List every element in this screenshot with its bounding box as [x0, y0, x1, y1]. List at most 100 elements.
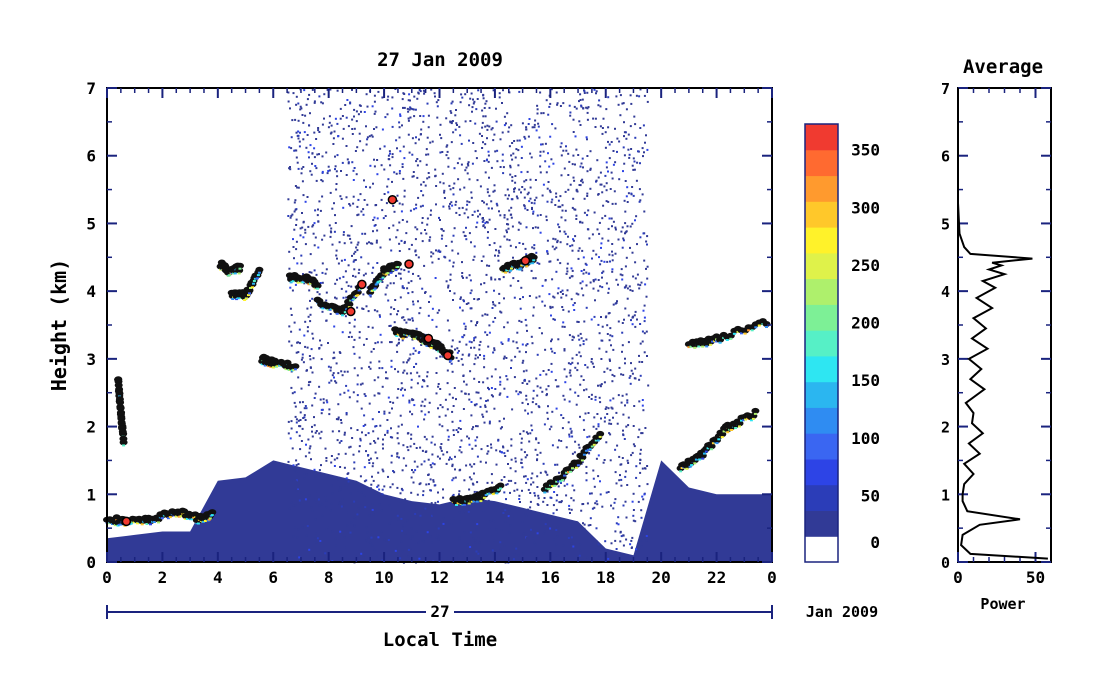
speckle-point [353, 268, 356, 271]
speckle-point [297, 134, 300, 137]
speckle-point [458, 157, 461, 160]
speckle-point [534, 277, 537, 280]
speckle-point [476, 98, 479, 100]
cloud-echo [301, 281, 305, 284]
cloud-echo [765, 326, 768, 328]
speckle-point [321, 170, 324, 173]
speckle-point [470, 307, 473, 310]
speckle-point [332, 143, 335, 145]
speckle-point [357, 507, 360, 510]
speckle-point [389, 324, 392, 327]
speckle-point [443, 197, 446, 199]
speckle-point [419, 306, 422, 309]
speckle-point [409, 99, 411, 102]
speckle-point [503, 491, 506, 494]
cloud-echo [754, 326, 758, 329]
cloud-core [529, 254, 538, 261]
cloud-echo [455, 504, 458, 506]
speckle-point [435, 372, 438, 374]
speckle-point [526, 170, 529, 173]
speckle-point [483, 366, 486, 369]
speckle-point [348, 557, 351, 560]
speckle-point [453, 387, 456, 389]
speckle-point [516, 139, 519, 142]
speckle-point [641, 495, 644, 498]
speckle-point [631, 289, 634, 292]
speckle-point [453, 182, 456, 185]
speckle-point [434, 95, 436, 98]
speckle-point [426, 385, 429, 388]
speckle-point [484, 406, 487, 408]
speckle-point [556, 239, 559, 242]
speckle-point [476, 298, 479, 301]
speckle-point [487, 386, 489, 389]
speckle-point [386, 431, 389, 434]
speckle-point [462, 375, 465, 377]
speckle-point [645, 539, 648, 542]
speckle-point [586, 366, 589, 369]
speckle-point [454, 455, 456, 458]
speckle-point [530, 156, 533, 159]
speckle-point [485, 203, 488, 206]
speckle-point [325, 299, 328, 302]
speckle-point [639, 323, 642, 325]
speckle-point [600, 358, 603, 360]
cloud-echo [751, 417, 755, 420]
speckle-point [422, 540, 425, 543]
speckle-point [463, 186, 466, 189]
speckle-point [382, 447, 384, 450]
speckle-point [370, 522, 373, 525]
speckle-point [396, 455, 399, 458]
speckle-point [410, 527, 413, 530]
speckle-point [292, 535, 295, 538]
speckle-point [444, 398, 447, 401]
cloud-echo [715, 442, 719, 445]
speckle-point [455, 211, 458, 214]
speckle-point [595, 253, 598, 256]
speckle-point [645, 295, 648, 298]
speckle-point [361, 307, 364, 310]
speckle-point [389, 341, 391, 344]
speckle-point [645, 535, 648, 537]
speckle-point [499, 427, 502, 430]
speckle-point [455, 398, 457, 401]
speckle-point [559, 241, 562, 244]
speckle-point [398, 170, 401, 172]
speckle-point [435, 185, 438, 187]
speckle-point [429, 464, 432, 466]
speckle-point [618, 455, 621, 458]
cloud-echo [196, 522, 200, 525]
speckle-point [415, 447, 418, 449]
speckle-point [425, 153, 428, 156]
speckle-point [367, 262, 370, 265]
speckle-point [606, 367, 609, 370]
speckle-point [558, 226, 561, 229]
speckle-point [491, 549, 494, 552]
speckle-point [372, 479, 375, 482]
speckle-point [526, 343, 529, 345]
speckle-point [306, 307, 309, 310]
speckle-point [291, 392, 294, 395]
speckle-point [294, 283, 297, 286]
speckle-point [343, 431, 346, 434]
speckle-point [430, 255, 433, 258]
speckle-point [300, 440, 303, 442]
speckle-point [604, 146, 607, 149]
speckle-point [589, 492, 591, 495]
speckle-point [580, 287, 583, 290]
speckle-point [440, 237, 443, 240]
speckle-point [353, 338, 356, 341]
speckle-point [427, 114, 430, 117]
speckle-point [533, 244, 536, 247]
speckle-point [364, 423, 367, 426]
speckle-point [319, 339, 321, 342]
speckle-point [308, 447, 311, 450]
speckle-point [329, 509, 332, 512]
speckle-point [410, 378, 413, 381]
speckle-point [512, 277, 515, 280]
speckle-point [345, 384, 348, 387]
speckle-point [532, 306, 535, 309]
speckle-point [427, 153, 430, 156]
speckle-point [299, 234, 302, 237]
speckle-point [610, 542, 613, 545]
